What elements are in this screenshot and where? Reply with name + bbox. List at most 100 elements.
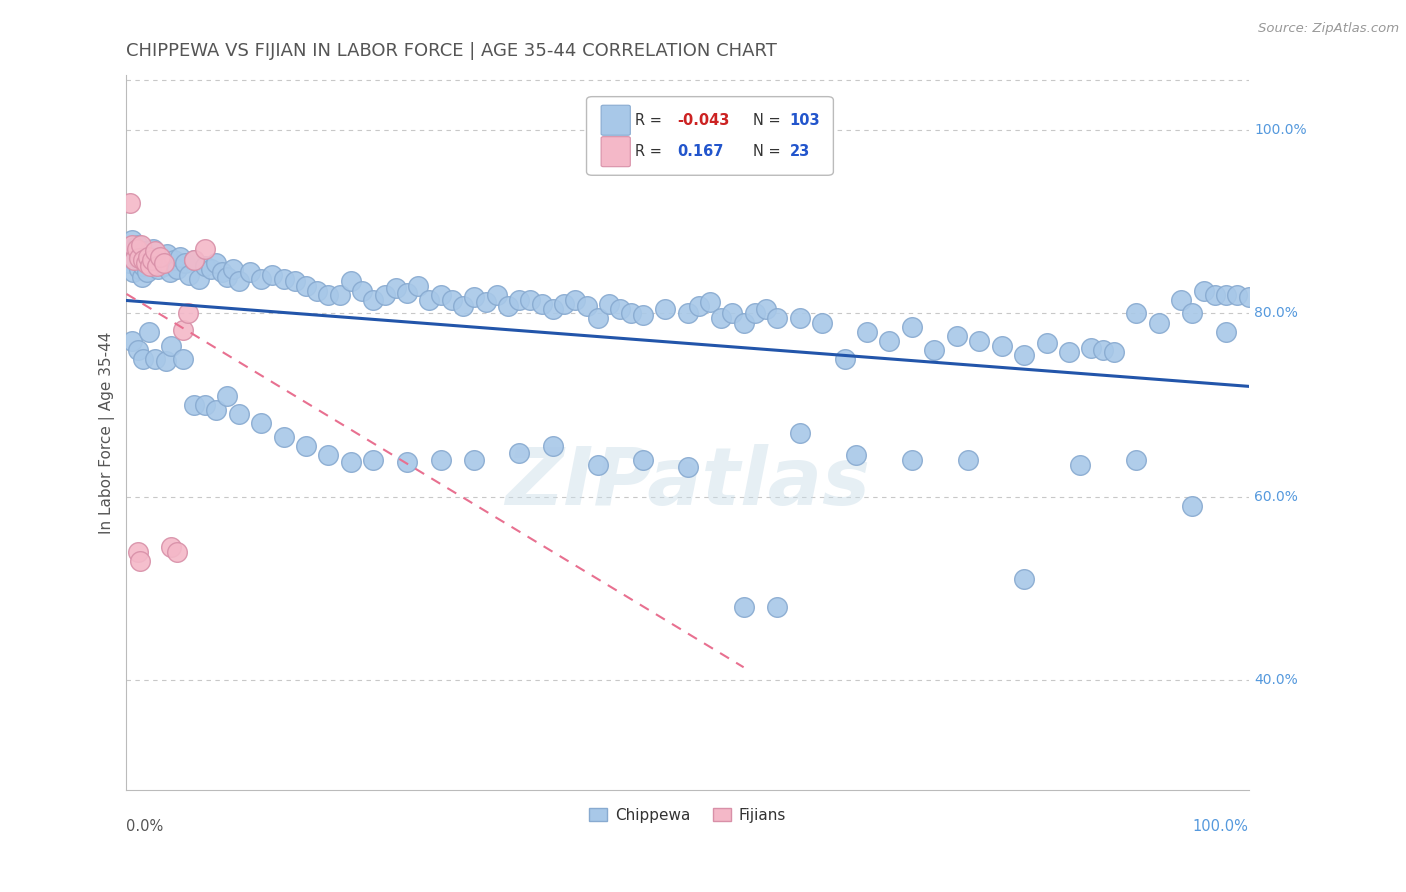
Point bbox=[1215, 325, 1237, 339]
Point bbox=[160, 540, 183, 554]
Y-axis label: In Labor Force | Age 35-44: In Labor Force | Age 35-44 bbox=[100, 331, 115, 533]
Point bbox=[138, 250, 160, 264]
Point bbox=[135, 256, 157, 270]
Text: Source: ZipAtlas.com: Source: ZipAtlas.com bbox=[1258, 22, 1399, 36]
Point bbox=[620, 306, 643, 320]
Point bbox=[122, 265, 145, 279]
FancyBboxPatch shape bbox=[602, 105, 630, 136]
Point bbox=[710, 311, 733, 326]
Point bbox=[564, 293, 586, 307]
Point bbox=[766, 311, 789, 326]
Point bbox=[128, 262, 150, 277]
Point bbox=[145, 259, 167, 273]
Point bbox=[124, 253, 146, 268]
Point bbox=[127, 237, 149, 252]
Point bbox=[1069, 458, 1091, 472]
Point bbox=[766, 599, 789, 614]
Point bbox=[374, 288, 396, 302]
Point bbox=[1226, 288, 1249, 302]
Point bbox=[429, 288, 451, 302]
Point bbox=[138, 325, 160, 339]
Point bbox=[1080, 341, 1102, 355]
Point bbox=[250, 271, 273, 285]
Point bbox=[1091, 343, 1114, 357]
Point bbox=[440, 293, 463, 307]
Point bbox=[744, 306, 766, 320]
Point bbox=[162, 253, 184, 268]
Point bbox=[395, 286, 418, 301]
Point bbox=[166, 544, 188, 558]
Point bbox=[121, 233, 143, 247]
FancyBboxPatch shape bbox=[586, 96, 834, 175]
Point bbox=[222, 262, 245, 277]
Point bbox=[329, 288, 352, 302]
Text: 103: 103 bbox=[790, 112, 820, 128]
Point bbox=[699, 295, 721, 310]
Point bbox=[957, 453, 980, 467]
Point bbox=[856, 325, 879, 339]
Point bbox=[307, 284, 329, 298]
Point bbox=[352, 284, 374, 298]
Point bbox=[132, 259, 155, 273]
Point bbox=[129, 252, 152, 266]
Point bbox=[152, 259, 174, 273]
Point bbox=[541, 439, 564, 453]
Point bbox=[901, 453, 924, 467]
Point bbox=[179, 268, 201, 282]
Point bbox=[200, 262, 222, 277]
Point bbox=[143, 244, 166, 259]
Point bbox=[239, 265, 262, 279]
Point bbox=[128, 252, 150, 266]
Point bbox=[183, 398, 205, 412]
Point bbox=[149, 252, 172, 266]
Point bbox=[485, 288, 508, 302]
Point bbox=[142, 242, 165, 256]
Point bbox=[1237, 290, 1260, 304]
Point bbox=[508, 446, 530, 460]
Point bbox=[1102, 345, 1125, 359]
Point bbox=[1181, 306, 1204, 320]
Point bbox=[166, 262, 188, 277]
Text: N =: N = bbox=[752, 112, 780, 128]
Point bbox=[519, 293, 541, 307]
Point bbox=[688, 299, 710, 313]
Point bbox=[1012, 572, 1035, 586]
Point bbox=[609, 301, 631, 316]
Point bbox=[134, 244, 156, 259]
Point bbox=[156, 247, 179, 261]
Point bbox=[127, 343, 149, 357]
Point bbox=[159, 265, 181, 279]
Point bbox=[474, 295, 496, 310]
Point bbox=[789, 425, 811, 440]
Point bbox=[145, 256, 167, 270]
Point bbox=[250, 417, 273, 431]
Point bbox=[160, 338, 183, 352]
Point bbox=[135, 265, 157, 279]
Point bbox=[721, 306, 744, 320]
Point bbox=[463, 290, 485, 304]
Point bbox=[129, 554, 152, 568]
Point bbox=[575, 299, 598, 313]
Point bbox=[188, 271, 211, 285]
Point bbox=[879, 334, 901, 348]
Point bbox=[120, 250, 142, 264]
Text: 60.0%: 60.0% bbox=[1254, 490, 1298, 504]
Point bbox=[508, 293, 530, 307]
Point bbox=[541, 301, 564, 316]
Point bbox=[340, 274, 363, 288]
Point bbox=[946, 329, 969, 343]
Point bbox=[141, 253, 163, 268]
Point bbox=[141, 253, 163, 268]
Point bbox=[1012, 348, 1035, 362]
Point bbox=[125, 247, 148, 261]
Point bbox=[217, 389, 239, 403]
Point bbox=[118, 196, 141, 211]
Point bbox=[217, 269, 239, 284]
Point bbox=[384, 281, 406, 295]
Text: 0.167: 0.167 bbox=[678, 145, 724, 159]
Point bbox=[121, 237, 143, 252]
Point bbox=[967, 334, 990, 348]
Point bbox=[340, 455, 363, 469]
Point bbox=[169, 250, 191, 264]
Text: R =: R = bbox=[634, 112, 662, 128]
